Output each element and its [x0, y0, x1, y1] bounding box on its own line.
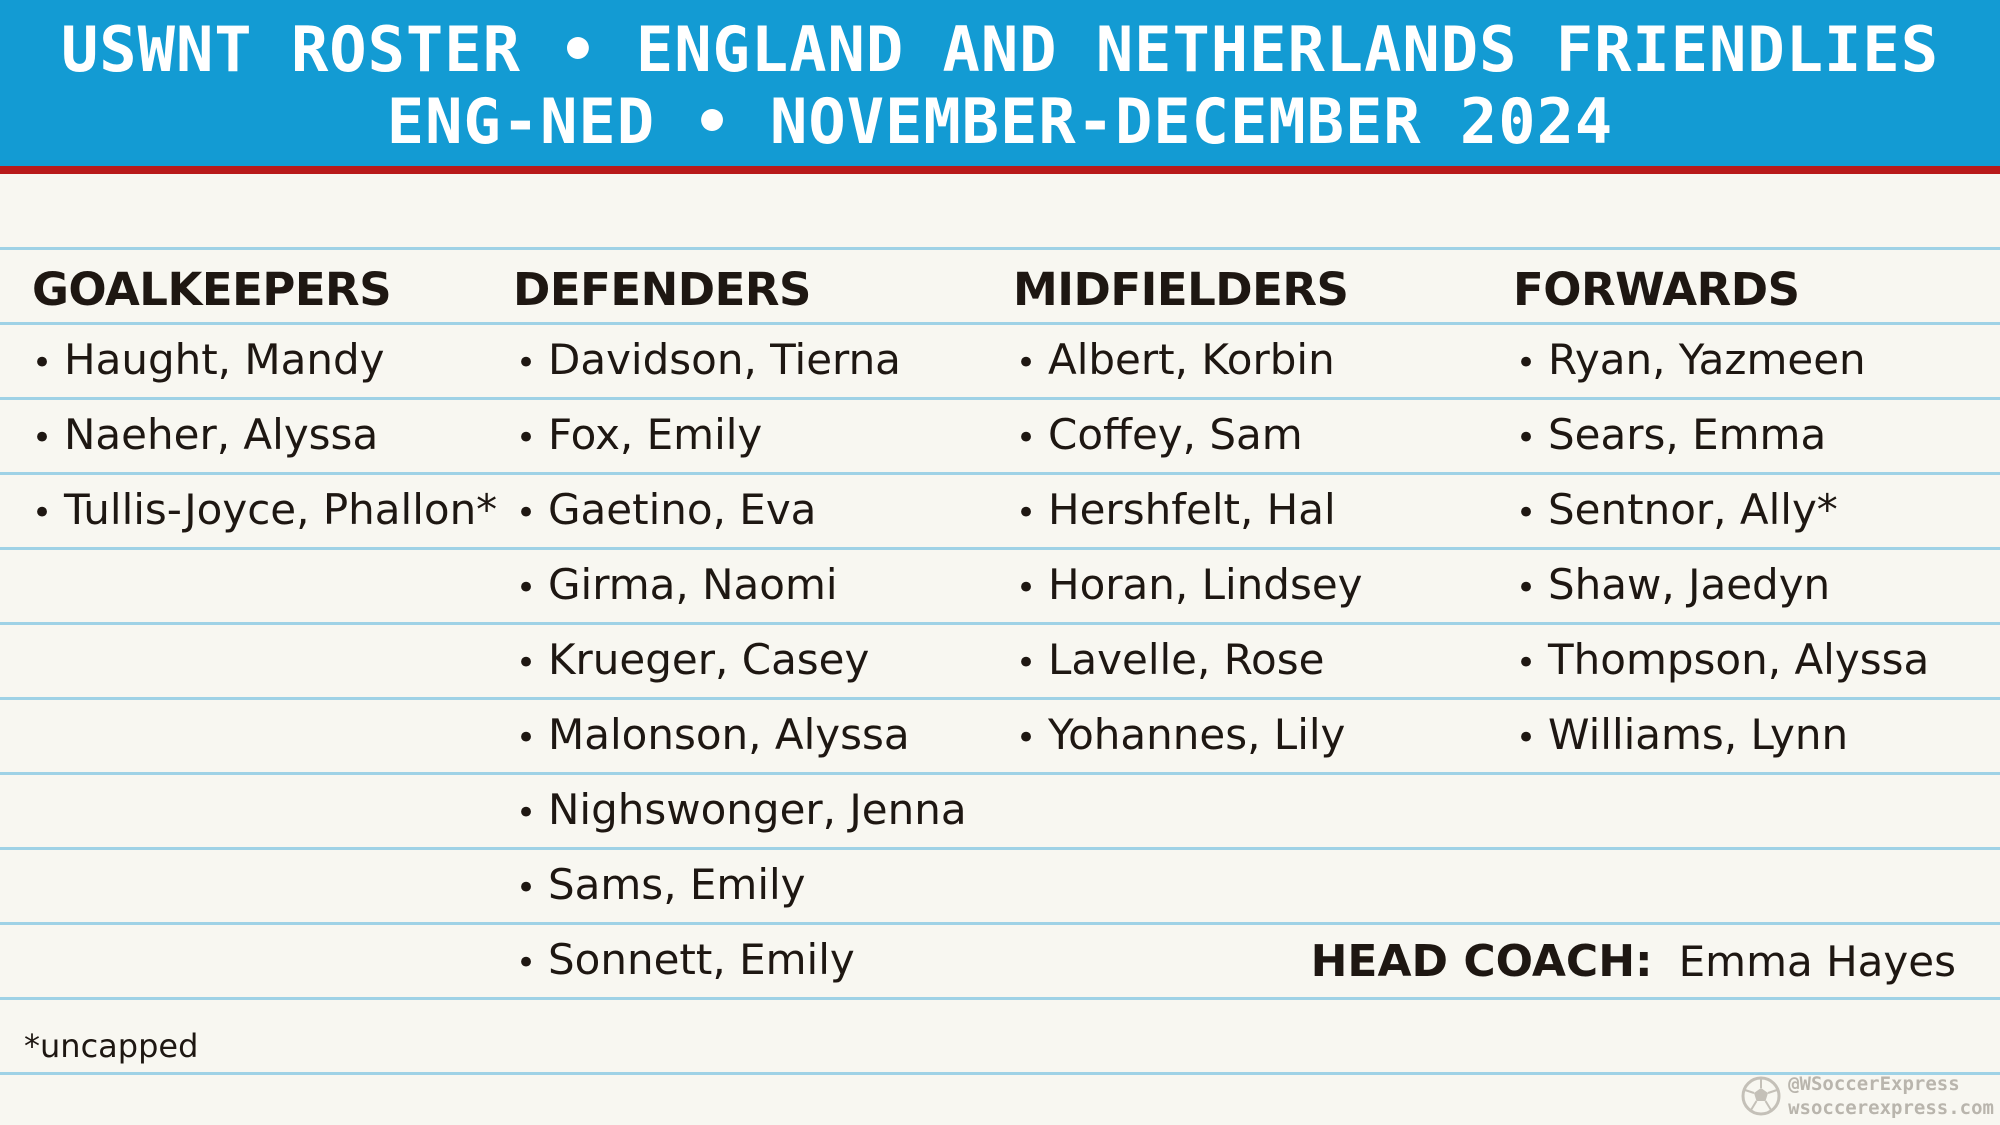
- page-title: USWNT ROSTER • ENGLAND AND NETHERLANDS F…: [60, 13, 1940, 86]
- row-divider: [0, 997, 2000, 1000]
- forwards-player: • Sears, Emma: [1516, 407, 1826, 466]
- head-coach: HEAD COACH: Emma Hayes: [1311, 934, 1956, 990]
- midfielders-player: • Albert, Korbin: [1016, 332, 1335, 391]
- bullet-icon: •: [516, 643, 537, 683]
- row-divider: [0, 397, 2000, 400]
- defenders-player: • Fox, Emily: [516, 407, 762, 466]
- goalkeepers-player: • Tullis-Joyce, Phallon*: [32, 482, 497, 541]
- head-coach-label: HEAD COACH:: [1310, 936, 1653, 987]
- player-name: Tullis-Joyce, Phallon*: [64, 485, 498, 534]
- player-name: Sonnett, Emily: [548, 935, 855, 984]
- row-divider: [0, 772, 2000, 775]
- row-divider: [0, 547, 2000, 550]
- player-name: Coffey, Sam: [1048, 410, 1303, 459]
- bullet-icon: •: [516, 418, 537, 458]
- goalkeepers-heading: GOALKEEPERS: [32, 263, 392, 316]
- bullet-icon: •: [1516, 418, 1537, 458]
- player-name: Albert, Korbin: [1048, 335, 1335, 384]
- player-name: Krueger, Casey: [548, 635, 870, 684]
- header-banner: USWNT ROSTER • ENGLAND AND NETHERLANDS F…: [0, 0, 2000, 174]
- forwards-player: • Thompson, Alyssa: [1516, 632, 1929, 691]
- watermark-handle: @WSoccerExpress: [1788, 1073, 1960, 1095]
- bullet-icon: •: [1516, 568, 1537, 608]
- bullet-icon: •: [1516, 718, 1537, 758]
- player-name: Davidson, Tierna: [548, 335, 901, 384]
- watermark: @WSoccerExpress wsoccerexpress.com: [1740, 1071, 1994, 1121]
- player-name: Horan, Lindsey: [1048, 560, 1363, 609]
- row-divider: [0, 322, 2000, 325]
- bullet-icon: •: [1016, 568, 1037, 608]
- player-name: Naeher, Alyssa: [64, 410, 379, 459]
- bullet-icon: •: [516, 493, 537, 533]
- row-divider: [0, 472, 2000, 475]
- bullet-icon: •: [32, 493, 53, 533]
- bullet-icon: •: [1516, 643, 1537, 683]
- goalkeepers-player: • Naeher, Alyssa: [32, 407, 378, 466]
- bullet-icon: •: [516, 793, 537, 833]
- page-subtitle: ENG-NED • NOVEMBER-DECEMBER 2024: [386, 85, 1614, 158]
- defenders-player: • Davidson, Tierna: [516, 332, 901, 391]
- bullet-icon: •: [516, 868, 537, 908]
- forwards-player: • Williams, Lynn: [1516, 707, 1848, 766]
- midfielders-player: • Yohannes, Lily: [1016, 707, 1345, 766]
- bullet-icon: •: [32, 418, 53, 458]
- row-divider: [0, 697, 2000, 700]
- defenders-player: • Krueger, Casey: [516, 632, 869, 691]
- bullet-icon: •: [1516, 493, 1537, 533]
- row-divider: [0, 1072, 2000, 1075]
- bullet-icon: •: [516, 568, 537, 608]
- midfielders-player: • Horan, Lindsey: [1016, 557, 1363, 616]
- player-name: Nighswonger, Jenna: [548, 785, 967, 834]
- player-name: Yohannes, Lily: [1048, 710, 1346, 759]
- defenders-player: • Sams, Emily: [516, 857, 806, 916]
- defenders-player: • Girma, Naomi: [516, 557, 838, 616]
- bullet-icon: •: [1016, 643, 1037, 683]
- player-name: Sentnor, Ally*: [1548, 485, 1838, 534]
- bullet-icon: •: [516, 718, 537, 758]
- midfielders-player: • Coffey, Sam: [1016, 407, 1303, 466]
- player-name: Ryan, Yazmeen: [1548, 335, 1866, 384]
- bullet-icon: •: [516, 943, 537, 983]
- player-name: Hershfelt, Hal: [1048, 485, 1336, 534]
- row-divider: [0, 922, 2000, 925]
- player-name: Girma, Naomi: [548, 560, 838, 609]
- midfielders-player: • Hershfelt, Hal: [1016, 482, 1336, 541]
- player-name: Lavelle, Rose: [1048, 635, 1325, 684]
- bullet-icon: •: [1016, 343, 1037, 383]
- player-name: Fox, Emily: [548, 410, 763, 459]
- row-divider: [0, 847, 2000, 850]
- forwards-heading: FORWARDS: [1513, 263, 1800, 316]
- player-name: Thompson, Alyssa: [1548, 635, 1930, 684]
- row-divider: [0, 247, 2000, 250]
- defenders-player: • Sonnett, Emily: [516, 932, 855, 991]
- soccer-ball-icon: [1741, 1076, 1781, 1116]
- midfielders-player: • Lavelle, Rose: [1016, 632, 1324, 691]
- player-name: Haught, Mandy: [64, 335, 385, 384]
- player-name: Malonson, Alyssa: [548, 710, 910, 759]
- bullet-icon: •: [1016, 493, 1037, 533]
- forwards-player: • Ryan, Yazmeen: [1516, 332, 1866, 391]
- defenders-player: • Gaetino, Eva: [516, 482, 816, 541]
- player-name: Sears, Emma: [1548, 410, 1827, 459]
- player-name: Sams, Emily: [548, 860, 806, 909]
- player-name: Williams, Lynn: [1548, 710, 1849, 759]
- defenders-heading: DEFENDERS: [513, 263, 811, 316]
- defenders-player: • Nighswonger, Jenna: [516, 782, 967, 841]
- midfielders-heading: MIDFIELDERS: [1013, 263, 1349, 316]
- player-name: Shaw, Jaedyn: [1548, 560, 1831, 609]
- row-divider: [0, 622, 2000, 625]
- bullet-icon: •: [1016, 718, 1037, 758]
- bullet-icon: •: [516, 343, 537, 383]
- goalkeepers-player: • Haught, Mandy: [32, 332, 385, 391]
- defenders-player: • Malonson, Alyssa: [516, 707, 910, 766]
- bullet-icon: •: [1016, 418, 1037, 458]
- player-name: Gaetino, Eva: [548, 485, 817, 534]
- bullet-icon: •: [32, 343, 53, 383]
- bullet-icon: •: [1516, 343, 1537, 383]
- forwards-player: • Shaw, Jaedyn: [1516, 557, 1830, 616]
- footnote-uncapped: *uncapped: [24, 1027, 199, 1065]
- watermark-site: wsoccerexpress.com: [1788, 1097, 1994, 1119]
- forwards-player: • Sentnor, Ally*: [1516, 482, 1838, 541]
- head-coach-name: Emma Hayes: [1678, 937, 1956, 986]
